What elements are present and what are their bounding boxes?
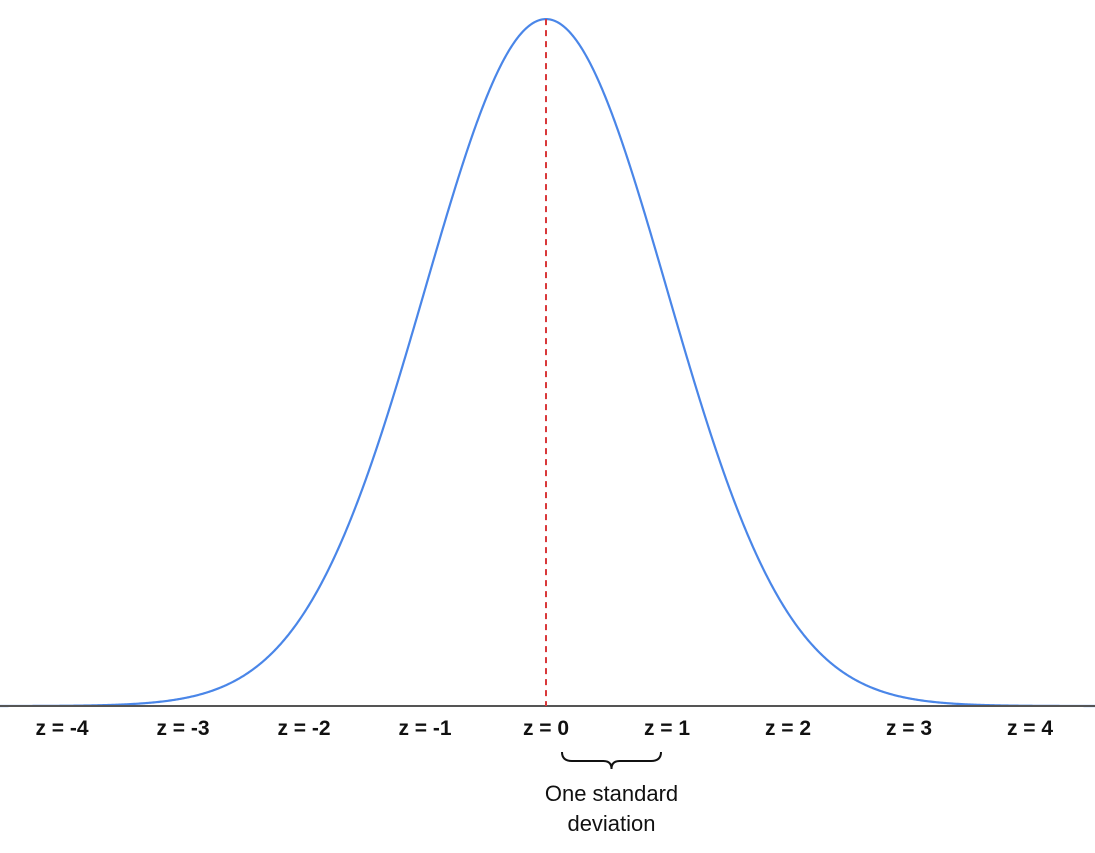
x-tick-label: z = -3 — [156, 717, 209, 740]
x-tick-label: z = -4 — [35, 717, 88, 740]
annotation-label-line-1: One standard — [545, 781, 678, 806]
x-tick-label: z = 3 — [886, 717, 932, 740]
x-tick-label: z = 2 — [765, 717, 811, 740]
standard-deviation-brace — [561, 751, 662, 770]
x-tick-labels: z = -4 z = -3 z = -2 z = -1 z = 0 z = 1 z = 2 z… — [35, 717, 1053, 740]
x-tick-label: z = -1 — [398, 717, 451, 740]
annotation-label-line-2: deviation — [567, 811, 655, 836]
x-tick-label: z = -2 — [277, 717, 330, 740]
normal-curve — [0, 17, 1095, 708]
curve-layer — [0, 17, 1095, 708]
x-tick-label: z = 4 — [1007, 717, 1053, 740]
x-tick-label: z = 1 — [644, 717, 690, 740]
x-tick-label: z = 0 — [523, 717, 569, 740]
